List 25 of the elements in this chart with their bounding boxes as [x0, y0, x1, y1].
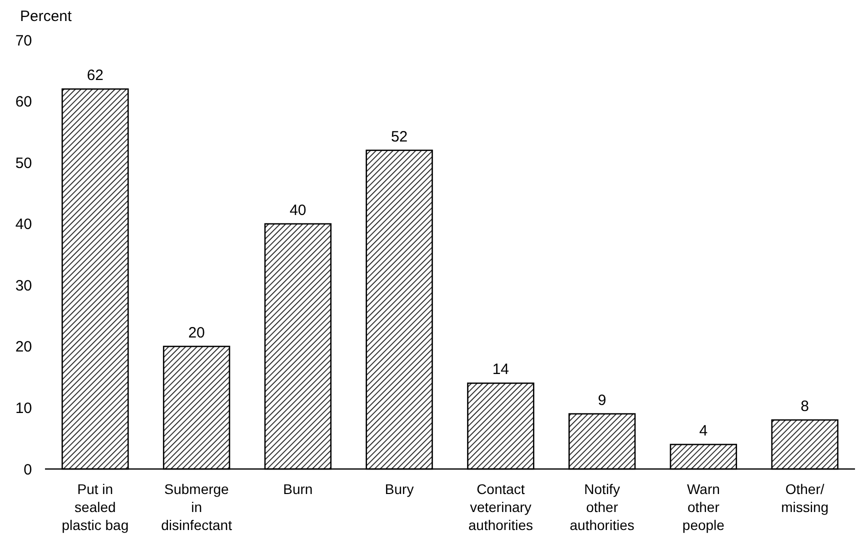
x-tick-label: Put in sealed plastic bag	[62, 481, 129, 533]
y-axis-title: Percent	[20, 8, 73, 25]
y-tick-label: 50	[15, 154, 32, 172]
y-tick-label: 40	[15, 216, 32, 234]
x-tick-label: Warn other people	[682, 481, 725, 533]
x-tick-label: Contact veterinary authorities	[468, 481, 533, 533]
data-label: 4	[699, 422, 708, 440]
y-tick-label: 60	[15, 94, 32, 111]
y-tick-label: 0	[24, 461, 32, 478]
data-label: 14	[492, 361, 510, 378]
x-tick-label: Burn	[283, 481, 313, 497]
x-tick-label: Bury	[384, 481, 414, 497]
y-tick-label: 20	[15, 338, 32, 356]
y-tick-label: 30	[15, 277, 32, 294]
data-label: 40	[290, 202, 306, 219]
y-tick-label: 10	[15, 400, 32, 417]
data-label: 52	[390, 128, 408, 146]
x-tick-label: Notify other authorities	[570, 481, 634, 533]
data-label: 9	[598, 392, 606, 409]
data-label: 8	[800, 398, 809, 415]
x-tick-label: Submerge in disinfectant	[161, 481, 232, 533]
y-tick-label: 70	[15, 32, 32, 50]
x-tick-label: Other/ missing	[781, 481, 829, 515]
data-label: 20	[188, 324, 205, 342]
data-label: 62	[86, 67, 104, 84]
